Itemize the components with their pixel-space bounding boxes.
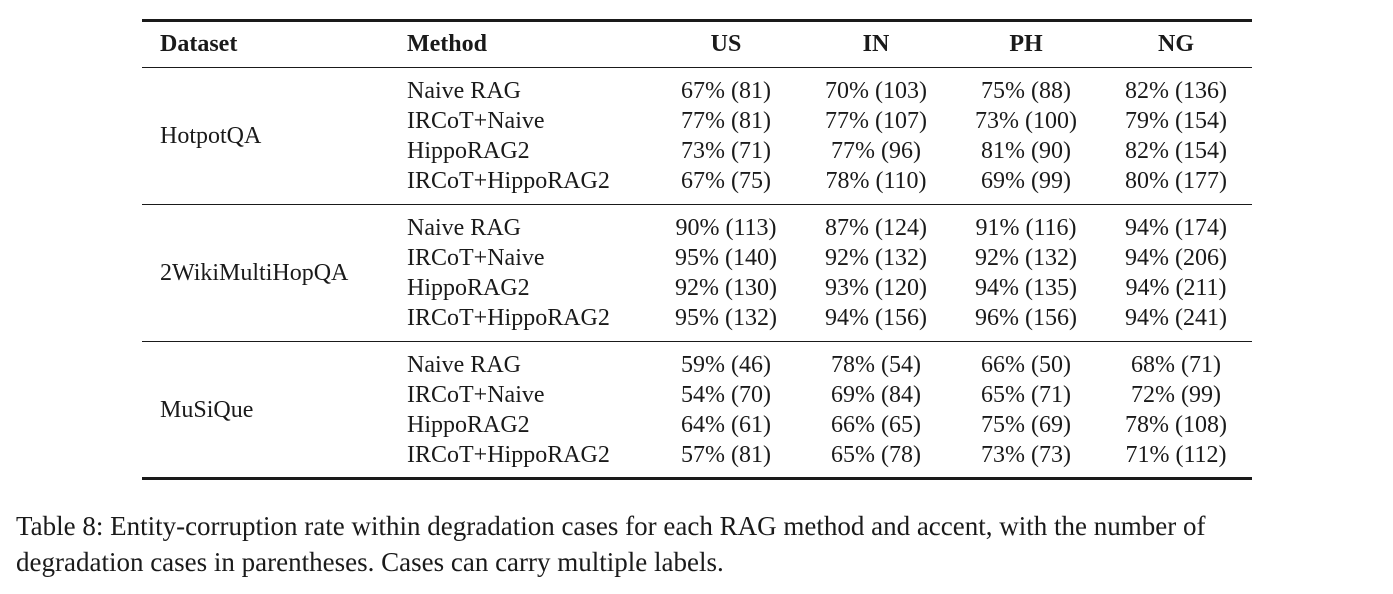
value-cell-ng: 82% (154) — [1125, 138, 1227, 164]
dataset-label: 2WikiMultiHopQA — [160, 260, 349, 286]
value-cell-ph: 94% (135) — [975, 275, 1077, 301]
value-cell-ng: 78% (108) — [1125, 412, 1227, 438]
bottom-rule — [142, 477, 1252, 480]
value-cell-ng: 94% (174) — [1125, 215, 1227, 241]
value-cell-ph: 75% (88) — [981, 78, 1071, 104]
header-rule — [142, 67, 1252, 69]
group-divider-1 — [142, 204, 1252, 206]
value-cell-ng: 94% (206) — [1125, 245, 1227, 271]
value-cell-in: 78% (110) — [825, 168, 927, 194]
method-cell: Naive RAG — [407, 352, 521, 378]
value-cell-ph: 81% (90) — [981, 138, 1071, 164]
header-us: US — [710, 31, 742, 57]
value-cell-in: 69% (84) — [831, 382, 921, 408]
header-in: IN — [862, 31, 890, 57]
method-cell: IRCoT+HippoRAG2 — [407, 168, 610, 194]
method-cell: IRCoT+HippoRAG2 — [407, 442, 610, 468]
header-ph: PH — [1009, 31, 1043, 57]
value-cell-in: 77% (107) — [825, 108, 927, 134]
value-cell-in: 70% (103) — [825, 78, 927, 104]
value-cell-in: 66% (65) — [831, 412, 921, 438]
value-cell-us: 59% (46) — [681, 352, 771, 378]
value-cell-ph: 65% (71) — [981, 382, 1071, 408]
value-cell-ph: 96% (156) — [975, 305, 1077, 331]
value-cell-ph: 92% (132) — [975, 245, 1077, 271]
value-cell-ph: 69% (99) — [981, 168, 1071, 194]
value-cell-ph: 73% (73) — [981, 442, 1071, 468]
value-cell-us: 92% (130) — [675, 275, 777, 301]
value-cell-ng: 82% (136) — [1125, 78, 1227, 104]
value-cell-ph: 66% (50) — [981, 352, 1071, 378]
header-ng: NG — [1158, 31, 1194, 57]
group-divider-2 — [142, 341, 1252, 343]
value-cell-ng: 72% (99) — [1131, 382, 1221, 408]
value-cell-in: 87% (124) — [825, 215, 927, 241]
value-cell-ph: 73% (100) — [975, 108, 1077, 134]
value-cell-us: 67% (81) — [681, 78, 771, 104]
method-cell: Naive RAG — [407, 215, 521, 241]
method-cell: HippoRAG2 — [407, 412, 530, 438]
method-cell: IRCoT+HippoRAG2 — [407, 305, 610, 331]
value-cell-us: 67% (75) — [681, 168, 771, 194]
value-cell-us: 57% (81) — [681, 442, 771, 468]
value-cell-ng: 80% (177) — [1125, 168, 1227, 194]
value-cell-us: 54% (70) — [681, 382, 771, 408]
value-cell-us: 90% (113) — [675, 215, 777, 241]
value-cell-us: 73% (71) — [681, 138, 771, 164]
value-cell-ng: 94% (241) — [1125, 305, 1227, 331]
value-cell-ng: 79% (154) — [1125, 108, 1227, 134]
value-cell-in: 78% (54) — [831, 352, 921, 378]
header-method: Method — [407, 31, 487, 57]
caption-line-1: Table 8: Entity-corruption rate within d… — [16, 511, 1206, 541]
value-cell-in: 93% (120) — [825, 275, 927, 301]
method-cell: IRCoT+Naive — [407, 382, 545, 408]
method-cell: Naive RAG — [407, 78, 521, 104]
value-cell-us: 95% (140) — [675, 245, 777, 271]
value-cell-ng: 94% (211) — [1125, 275, 1227, 301]
value-cell-ng: 71% (112) — [1125, 442, 1227, 468]
caption-line-2: degradation cases in parentheses. Cases … — [16, 547, 724, 577]
value-cell-in: 77% (96) — [831, 138, 921, 164]
method-cell: HippoRAG2 — [407, 138, 530, 164]
method-cell: IRCoT+Naive — [407, 245, 545, 271]
dataset-label: MuSiQue — [160, 397, 254, 423]
value-cell-ph: 75% (69) — [981, 412, 1071, 438]
value-cell-us: 64% (61) — [681, 412, 771, 438]
table-caption: Table 8: Entity-corruption rate within d… — [16, 508, 1386, 580]
value-cell-in: 65% (78) — [831, 442, 921, 468]
method-cell: HippoRAG2 — [407, 275, 530, 301]
dataset-label: HotpotQA — [160, 123, 262, 149]
top-rule — [142, 19, 1252, 22]
value-cell-us: 95% (132) — [675, 305, 777, 331]
value-cell-in: 92% (132) — [825, 245, 927, 271]
value-cell-ph: 91% (116) — [975, 215, 1077, 241]
value-cell-ng: 68% (71) — [1131, 352, 1221, 378]
value-cell-us: 77% (81) — [681, 108, 771, 134]
header-dataset: Dataset — [160, 31, 238, 57]
value-cell-in: 94% (156) — [825, 305, 927, 331]
method-cell: IRCoT+Naive — [407, 108, 545, 134]
